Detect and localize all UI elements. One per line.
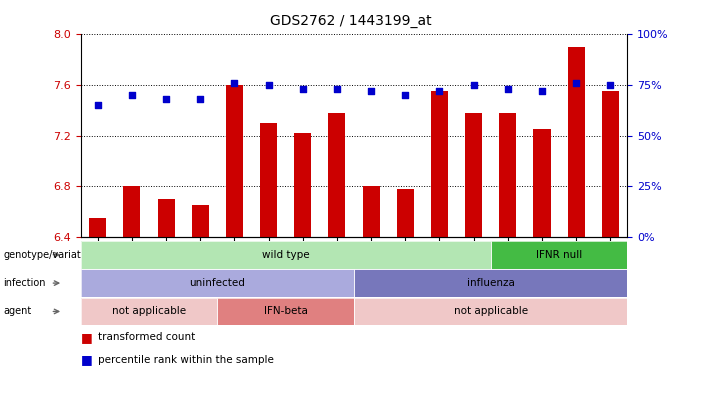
Bar (601, 92, 619, 237)
Bar (260, 123, 277, 237)
Point (468, 82, 479, 88)
Point (536, 88, 547, 94)
Point (400, 92, 411, 98)
Text: genotype/variation: genotype/variation (4, 250, 96, 260)
Bar (533, 129, 550, 237)
Point (263, 82, 274, 88)
Bar (362, 186, 380, 237)
Text: uninfected: uninfected (189, 278, 245, 288)
Bar (568, 47, 585, 237)
Bar (158, 199, 175, 237)
Point (297, 86, 308, 92)
Text: IFNR null: IFNR null (536, 250, 582, 260)
Point (229, 80, 240, 86)
Text: infection: infection (4, 278, 46, 288)
Bar (328, 113, 346, 237)
Point (502, 86, 513, 92)
Point (605, 82, 616, 88)
Text: agent: agent (4, 307, 32, 316)
Text: wild type: wild type (262, 250, 309, 260)
Bar (191, 205, 209, 237)
Text: transformed count: transformed count (98, 333, 196, 342)
Text: not applicable: not applicable (454, 307, 528, 316)
Point (92, 102, 103, 109)
Bar (465, 113, 482, 237)
Bar (89, 218, 107, 237)
Point (126, 92, 137, 98)
Text: influenza: influenza (467, 278, 515, 288)
Point (161, 96, 172, 102)
Point (571, 80, 582, 86)
Bar (226, 85, 243, 237)
Text: not applicable: not applicable (112, 307, 186, 316)
Bar (123, 186, 140, 237)
Text: ■: ■ (81, 331, 93, 344)
Bar (294, 133, 311, 237)
Bar (499, 113, 517, 237)
Point (434, 88, 445, 94)
Text: IFN-beta: IFN-beta (264, 307, 308, 316)
Text: ■: ■ (81, 353, 93, 366)
Point (365, 88, 376, 94)
Point (332, 86, 343, 92)
Text: percentile rank within the sample: percentile rank within the sample (98, 355, 274, 364)
Bar (431, 92, 448, 237)
Bar (397, 189, 414, 237)
Text: GDS2762 / 1443199_at: GDS2762 / 1443199_at (270, 14, 431, 28)
Point (195, 96, 206, 102)
